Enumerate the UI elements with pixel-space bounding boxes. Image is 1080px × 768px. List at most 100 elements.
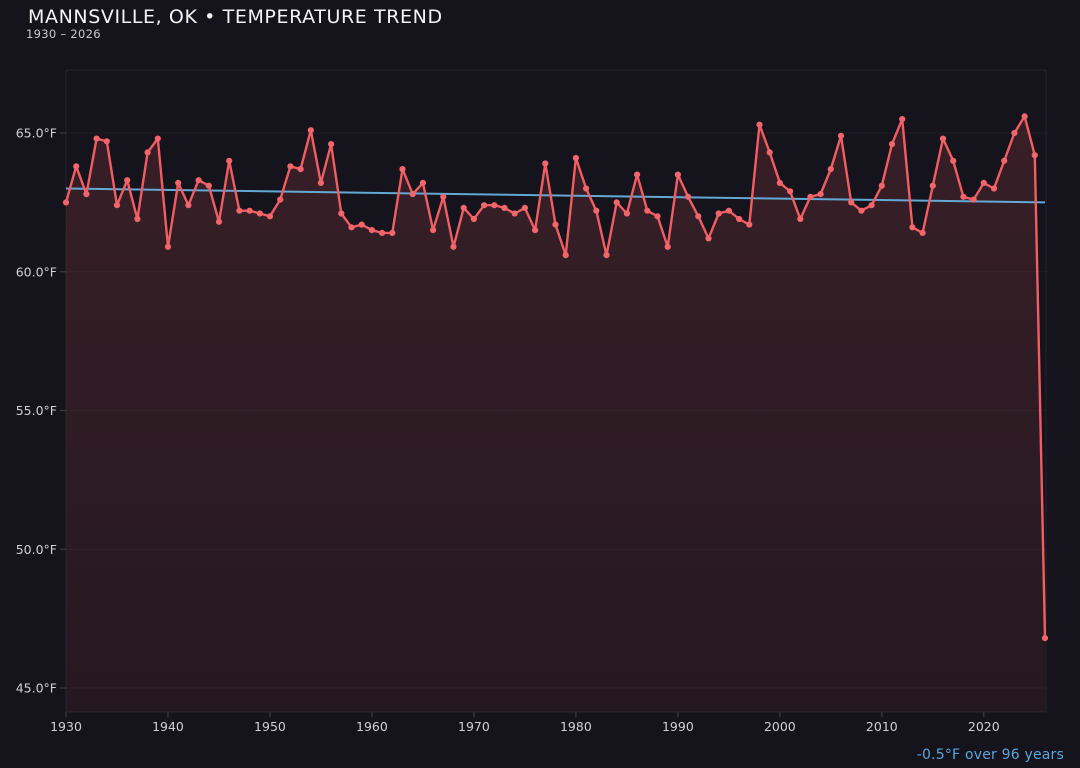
x-tick-label: 1940	[152, 719, 184, 734]
data-point	[674, 171, 682, 178]
y-tick-label: 45.0°F	[16, 681, 57, 696]
data-point	[756, 121, 763, 128]
data-point	[175, 179, 182, 186]
y-axis-ticks	[60, 132, 66, 689]
y-tick-label: 65.0°F	[16, 126, 57, 141]
data-point	[195, 177, 202, 184]
trend-summary-note: -0.5°F over 96 years	[916, 747, 1064, 763]
x-tick-label: 1950	[254, 719, 286, 734]
data-point	[1021, 113, 1028, 120]
data-point	[419, 179, 426, 186]
data-point	[583, 185, 590, 192]
data-point	[256, 210, 263, 217]
data-point	[1001, 157, 1008, 164]
data-point	[715, 210, 722, 217]
data-point	[664, 243, 671, 250]
data-point	[481, 202, 488, 209]
data-point	[878, 182, 885, 189]
data-point	[542, 160, 549, 167]
data-point	[226, 157, 233, 164]
y-tick-label: 60.0°F	[16, 264, 57, 279]
data-point	[970, 196, 977, 203]
x-tick-label: 1990	[662, 719, 694, 734]
data-point	[990, 185, 998, 192]
data-point	[266, 213, 274, 220]
data-point	[470, 215, 477, 223]
data-point	[389, 229, 396, 236]
data-point	[73, 163, 80, 170]
data-point	[307, 127, 314, 134]
x-tick-label: 2020	[968, 719, 1000, 734]
data-point	[297, 166, 304, 173]
data-point	[277, 196, 284, 203]
data-point	[450, 243, 457, 250]
data-point	[62, 199, 70, 206]
data-point	[236, 207, 243, 214]
data-point	[491, 202, 498, 209]
data-point	[797, 215, 804, 223]
data-point	[685, 193, 692, 200]
data-point	[899, 116, 906, 123]
x-tick-label: 1930	[50, 719, 82, 734]
data-point	[827, 166, 834, 173]
data-point	[695, 213, 702, 220]
data-point	[776, 179, 784, 186]
data-point	[950, 157, 957, 164]
data-points	[62, 113, 1049, 642]
page-subtitle: 1930 – 2026	[26, 27, 101, 41]
data-point	[368, 227, 375, 234]
data-point	[623, 210, 631, 217]
y-tick-label: 50.0°F	[16, 542, 57, 557]
data-point	[705, 235, 712, 242]
data-point	[460, 204, 467, 211]
data-point	[93, 135, 100, 142]
data-point	[1011, 129, 1018, 137]
data-point	[552, 221, 559, 228]
data-point	[215, 218, 223, 225]
data-point	[205, 182, 212, 189]
data-point	[634, 171, 641, 178]
data-point	[562, 252, 569, 259]
data-point	[144, 149, 151, 156]
data-point	[409, 191, 416, 198]
data-point	[185, 202, 192, 209]
data-point	[817, 191, 824, 198]
data-point	[572, 154, 580, 162]
data-point	[766, 149, 773, 156]
data-point	[124, 177, 131, 184]
page-title: MANNSVILLE, OK • TEMPERATURE TREND	[28, 6, 443, 28]
data-point	[501, 204, 508, 211]
data-point	[644, 207, 651, 214]
x-tick-label: 1960	[356, 719, 388, 734]
data-point	[960, 193, 967, 200]
data-point	[287, 163, 294, 170]
data-point	[532, 227, 539, 234]
data-point	[725, 207, 733, 214]
data-point	[440, 193, 447, 200]
data-point	[154, 135, 161, 142]
data-point	[430, 227, 437, 234]
data-point	[358, 221, 365, 228]
data-point	[103, 138, 110, 145]
x-axis-ticks	[65, 712, 985, 717]
data-point	[1041, 635, 1049, 642]
data-point	[919, 229, 926, 236]
data-point	[613, 199, 620, 206]
area-fill	[66, 116, 1045, 712]
data-point	[317, 179, 324, 186]
data-point	[399, 166, 406, 173]
y-tick-label: 55.0°F	[16, 403, 57, 418]
data-point	[511, 210, 518, 217]
data-point	[521, 204, 529, 211]
x-tick-label: 2010	[866, 719, 898, 734]
data-point	[807, 193, 814, 200]
trend-line	[65, 187, 1046, 204]
y-axis-labels: 65.0°F 60.0°F 55.0°F 50.0°F 45.0°F	[16, 126, 57, 696]
x-tick-label: 1980	[560, 719, 592, 734]
x-axis-labels: 1930 1940 1950 1960 1970 1980 1990 2000 2010 2020	[50, 719, 1000, 734]
data-point	[654, 213, 661, 220]
data-point	[868, 202, 875, 209]
data-point	[83, 191, 90, 198]
